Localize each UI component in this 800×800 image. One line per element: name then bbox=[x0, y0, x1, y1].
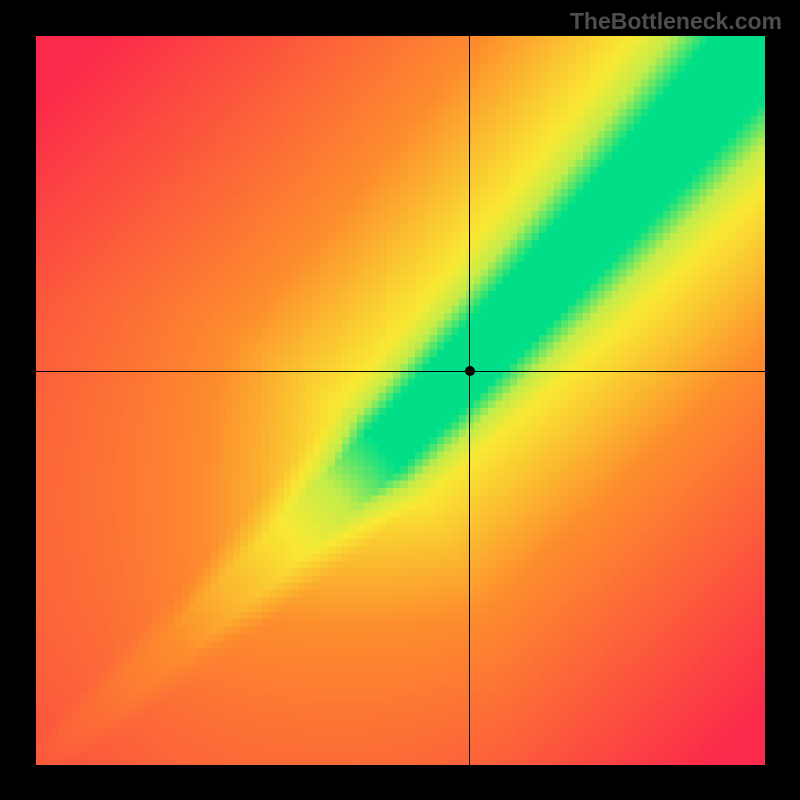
heatmap-plot bbox=[36, 36, 765, 765]
chart-container: TheBottleneck.com bbox=[0, 0, 800, 800]
crosshair-vertical bbox=[469, 36, 470, 765]
watermark-text: TheBottleneck.com bbox=[570, 8, 782, 35]
crosshair-horizontal bbox=[36, 371, 765, 372]
